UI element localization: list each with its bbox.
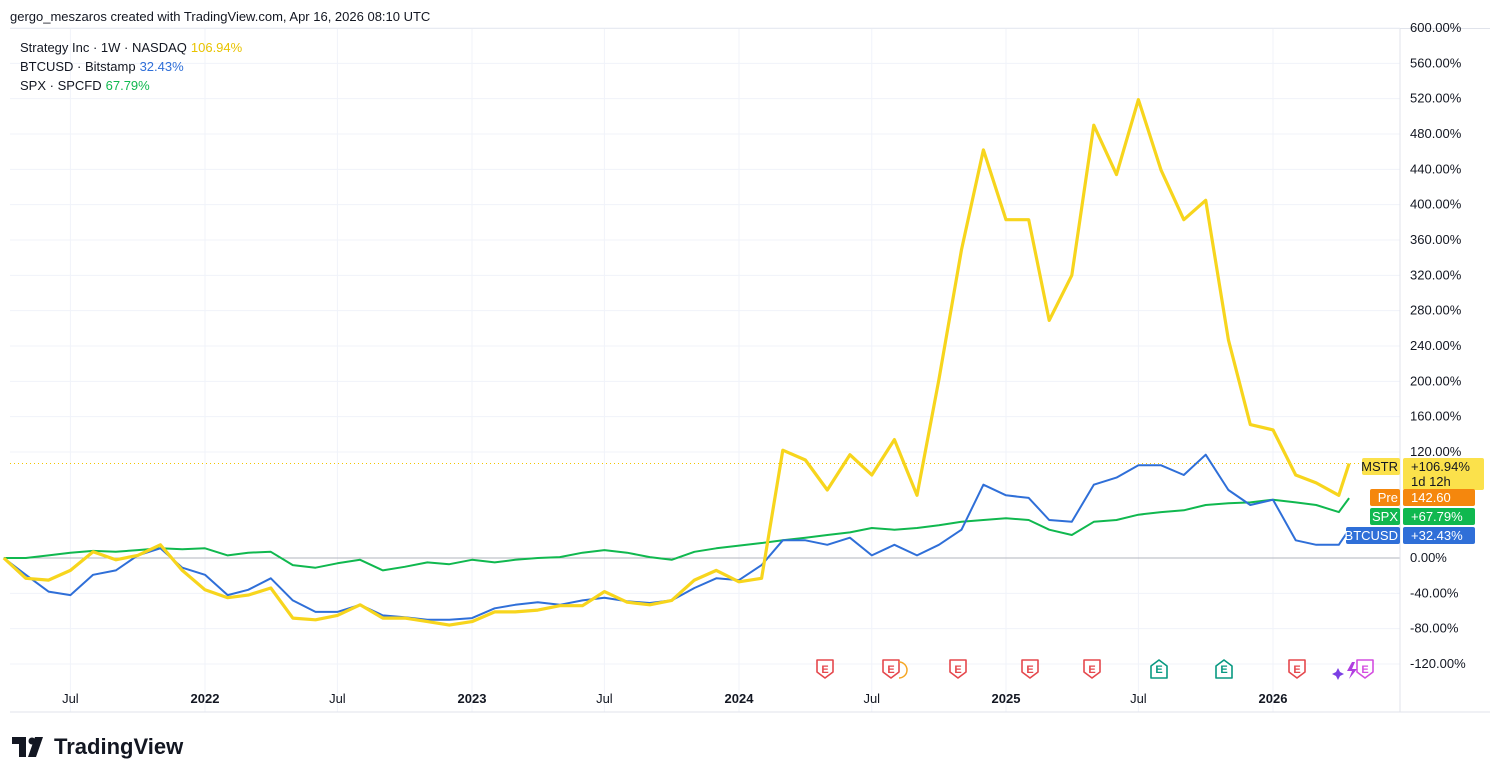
- earnings-marker-shape: [1288, 659, 1306, 679]
- earnings-marker-icon[interactable]: E: [1215, 659, 1233, 679]
- y-tick-label: 520.00%: [1410, 91, 1462, 106]
- y-tick-label: -120.00%: [1410, 656, 1466, 671]
- earnings-marker-label: E: [887, 664, 894, 676]
- y-tick-label: 0.00%: [1410, 550, 1447, 565]
- legend-item-btcusd[interactable]: BTCUSD · Bitstamp 32.43%: [20, 57, 242, 76]
- price-tag-mstr[interactable]: MSTR +106.94%1d 12h: [1361, 458, 1484, 490]
- tradingview-logo-icon: [12, 737, 43, 757]
- y-tick-label: 280.00%: [1410, 303, 1462, 318]
- y-tick-label: -80.00%: [1410, 621, 1459, 636]
- lightning-icon: [1347, 662, 1357, 679]
- series-line-btcusd: [3, 453, 1350, 621]
- price-tag-value-bg: [1403, 508, 1475, 525]
- price-tag-name-bg: [1370, 508, 1400, 525]
- dividend-marker-icon: [898, 661, 908, 679]
- brand-name: TradingView: [54, 734, 184, 759]
- earnings-marker-shape: [1021, 659, 1039, 679]
- earnings-marker-icon[interactable]: E: [816, 659, 834, 679]
- earnings-marker-shape: [816, 659, 834, 679]
- price-tag-name: SPX: [1372, 509, 1398, 524]
- x-tick-label: 2025: [992, 691, 1021, 706]
- price-tag-name-bg: [1346, 527, 1400, 544]
- earnings-marker-shape: [1150, 659, 1168, 679]
- legend-item-spx[interactable]: SPX · SPCFD 67.79%: [20, 76, 242, 95]
- price-tag-spx[interactable]: SPX +67.79%: [1370, 508, 1475, 525]
- price-tag-name: MSTR: [1361, 459, 1398, 474]
- series-line-mstr: [2, 97, 1351, 627]
- earnings-marker-icon[interactable]: E: [882, 659, 900, 679]
- x-tick-label: Jul: [863, 691, 880, 706]
- legend-label: Strategy Inc · 1W · NASDAQ: [20, 40, 187, 55]
- earnings-marker-shape: [949, 659, 967, 679]
- earnings-marker-shape: [1215, 659, 1233, 679]
- legend: Strategy Inc · 1W · NASDAQ 106.94% BTCUSD…: [20, 38, 242, 95]
- x-tick-label: Jul: [62, 691, 79, 706]
- y-tick-label: 560.00%: [1410, 55, 1462, 70]
- price-tag-name-bg: [1370, 489, 1400, 506]
- y-tick-label: -40.00%: [1410, 585, 1459, 600]
- earnings-marker-label: E: [1220, 664, 1227, 676]
- price-tag-value: 142.60: [1411, 490, 1451, 505]
- price-tag-value-bg: [1403, 527, 1475, 544]
- x-tick-label: Jul: [329, 691, 346, 706]
- legend-value: 106.94%: [190, 40, 243, 55]
- earnings-marker-label: E: [1026, 664, 1033, 676]
- price-tag-name-bg: [1362, 458, 1400, 475]
- y-tick-label: 200.00%: [1410, 373, 1462, 388]
- x-tick-label: Jul: [596, 691, 613, 706]
- y-tick-label: 320.00%: [1410, 267, 1462, 282]
- earnings-marker-label: E: [1155, 664, 1162, 676]
- earnings-marker-icon[interactable]: E: [1150, 659, 1168, 679]
- price-tag-countdown: 1d 12h: [1411, 474, 1451, 489]
- earnings-marker-label: E: [1293, 664, 1300, 676]
- price-tag-value-bg: [1403, 489, 1475, 506]
- y-tick-label: 600.00%: [1410, 20, 1462, 35]
- y-tick-label: 240.00%: [1410, 338, 1462, 353]
- price-tag-value-bg: [1403, 458, 1484, 490]
- earnings-marker-icon[interactable]: E: [949, 659, 967, 679]
- x-tick-label: 2026: [1259, 691, 1288, 706]
- price-tag-name: Pre: [1378, 490, 1398, 505]
- price-tag-value: +67.79%: [1411, 509, 1463, 524]
- price-tag-value: +32.43%: [1411, 528, 1463, 543]
- x-tick-label: 2024: [725, 691, 755, 706]
- y-tick-label: 480.00%: [1410, 126, 1462, 141]
- legend-value: 67.79%: [105, 78, 150, 93]
- price-tag-name: BTCUSD: [1345, 528, 1398, 543]
- earnings-marker-shape: [1083, 659, 1101, 679]
- price-tag-btcusd[interactable]: BTCUSD +32.43%: [1345, 527, 1475, 544]
- earnings-marker-icon[interactable]: E: [1083, 659, 1101, 679]
- y-tick-label: 440.00%: [1410, 161, 1462, 176]
- earnings-marker-label: E: [1088, 664, 1095, 676]
- price-tag-pre[interactable]: Pre 142.60: [1370, 489, 1475, 506]
- price-tag-value: +106.94%: [1411, 459, 1470, 474]
- earnings-marker-icon[interactable]: E: [1021, 659, 1039, 679]
- earnings-marker-label: E: [1361, 664, 1368, 676]
- x-tick-label: 2023: [458, 691, 487, 706]
- series-line-spx: [3, 497, 1350, 572]
- legend-value: 32.43%: [139, 59, 184, 74]
- earnings-marker-shape: [882, 659, 900, 679]
- legend-item-mstr[interactable]: Strategy Inc · 1W · NASDAQ 106.94%: [20, 38, 242, 57]
- earnings-marker-shape: [1356, 659, 1374, 679]
- earnings-marker-label: E: [821, 664, 828, 676]
- legend-label: BTCUSD · Bitstamp: [20, 59, 136, 74]
- x-tick-label: 2022: [191, 691, 220, 706]
- y-tick-label: 160.00%: [1410, 409, 1462, 424]
- y-tick-label: 400.00%: [1410, 197, 1462, 212]
- legend-label: SPX · SPCFD: [20, 78, 102, 93]
- earnings-marker-icon[interactable]: E: [1288, 659, 1306, 679]
- tradingview-logo[interactable]: TradingView: [12, 734, 183, 760]
- earnings-marker-label: E: [954, 664, 961, 676]
- y-tick-label: 120.00%: [1410, 444, 1462, 459]
- earnings-marker-icon[interactable]: E: [1356, 659, 1374, 679]
- x-tick-label: Jul: [1130, 691, 1147, 706]
- chart-credit: gergo_meszaros created with TradingView.…: [10, 9, 431, 24]
- sparkle-icon: [1332, 668, 1344, 680]
- y-tick-label: 360.00%: [1410, 232, 1462, 247]
